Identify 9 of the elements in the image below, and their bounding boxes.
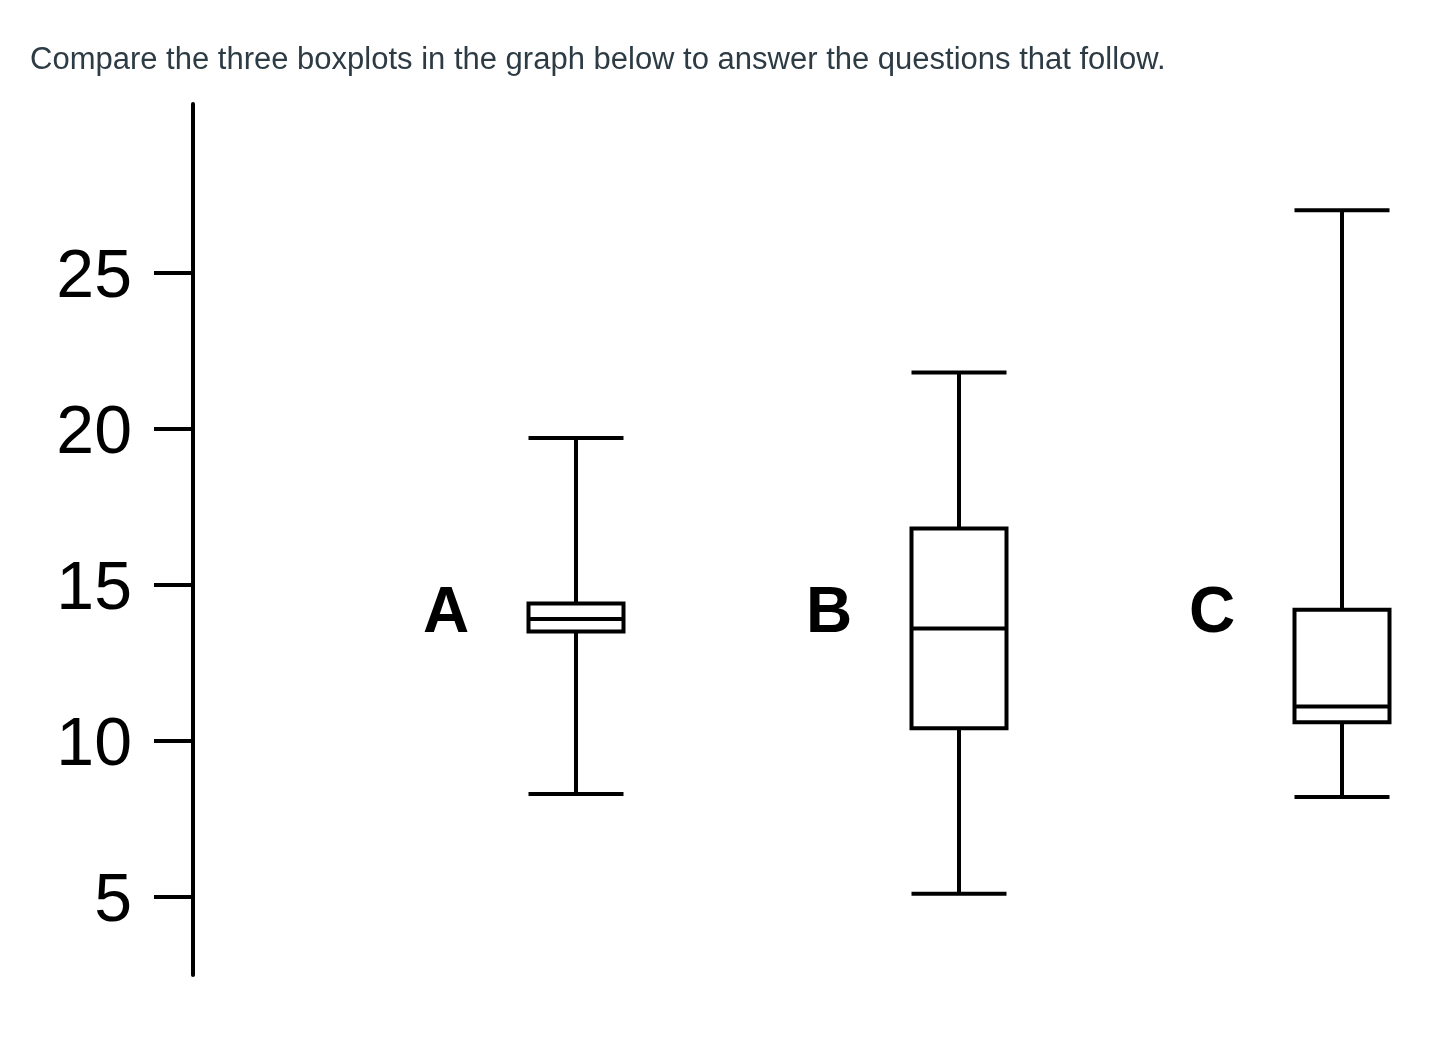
y-tick-label: 15 (56, 546, 132, 623)
chart-title: Compare the three boxplots in the graph below to answer the questions that follow. (30, 41, 1166, 76)
x-tick-label: A (422, 574, 470, 646)
y-tick-label: 5 (94, 858, 132, 935)
x-tick-label: C (1188, 574, 1236, 646)
y-tick-label: 25 (56, 234, 132, 311)
y-tick-label: 20 (56, 390, 132, 467)
x-tick-label: B (805, 574, 853, 646)
y-tick-label: 10 (56, 702, 132, 779)
